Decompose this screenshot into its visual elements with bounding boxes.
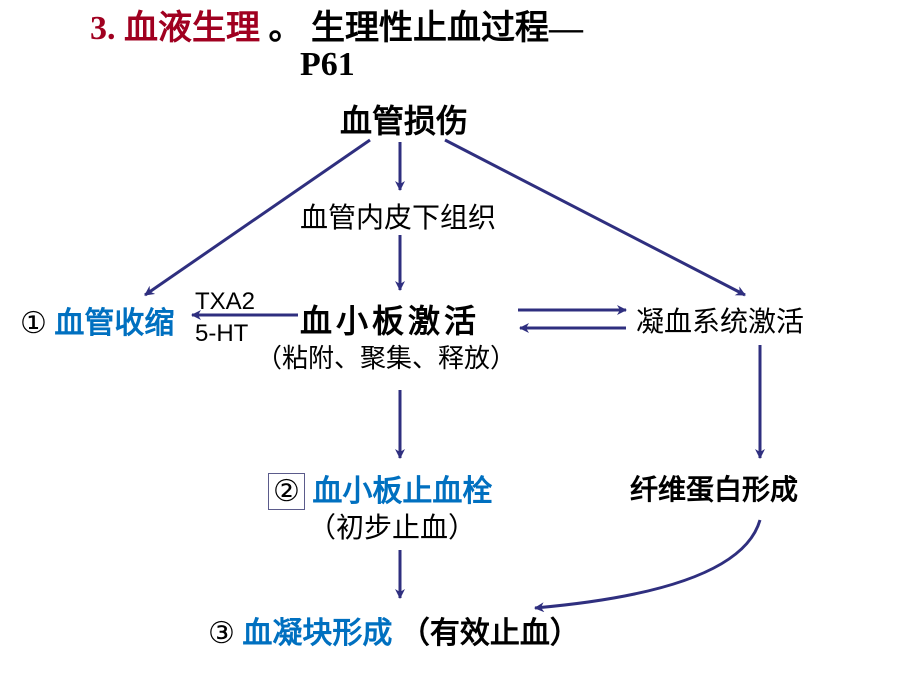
node-clot: ③ 血凝块形成 （有效止血） [208, 608, 580, 652]
node-plug: ② 血小板止血栓 [268, 466, 492, 510]
clot-sub: （有效止血） [400, 617, 580, 650]
arrow-fibrin-to-clot [535, 520, 760, 608]
label-txa2: TXA2 [195, 288, 255, 316]
vasoconstrict-num: ① [20, 307, 47, 340]
vasoconstrict-text: 血管收缩 [54, 307, 174, 340]
chapter-name: 血液生理 [124, 10, 260, 47]
page-ref: P61 [300, 46, 355, 84]
node-platelet-activation: 血小板激活 [300, 296, 480, 342]
clot-text: 血凝块形成 [242, 617, 392, 650]
label-5ht: 5-HT [195, 320, 248, 348]
node-vessel-injury: 血管损伤 [340, 96, 468, 142]
node-platelet-sub: （粘附、聚集、释放） [256, 338, 516, 375]
chapter-number: 3. [90, 10, 116, 47]
node-fibrin: 纤维蛋白形成 [630, 468, 798, 508]
title-separator: 。 [269, 10, 303, 47]
node-subendothelial: 血管内皮下组织 [300, 196, 496, 236]
node-vasoconstrict: ① 血管收缩 [20, 298, 174, 342]
clot-num: ③ [208, 617, 235, 650]
slide-title: 3. 血液生理 。 生理性止血过程— [90, 0, 583, 49]
subtitle: 生理性止血过程— [311, 10, 583, 47]
plug-text: 血小板止血栓 [312, 475, 492, 508]
node-coag-system: 凝血系统激活 [636, 300, 804, 340]
plug-num: ② [268, 473, 305, 510]
node-plug-sub: （初步止血） [308, 506, 476, 546]
